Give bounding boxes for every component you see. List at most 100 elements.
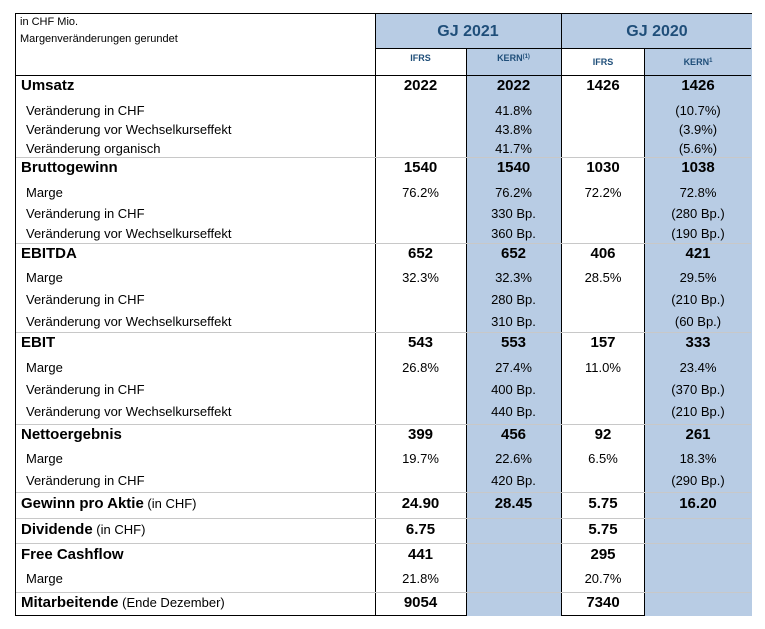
label-text: Marge (26, 360, 63, 375)
value-cell: 76.2% (402, 185, 439, 200)
label-text: Marge (26, 270, 63, 285)
sub-metric-label: Veränderung vor Wechselkurseffekt (26, 227, 231, 240)
value-cell: 6.75 (405, 521, 436, 538)
label-text: Gewinn pro Aktie (21, 495, 144, 512)
metric-label: Nettoergebnis (21, 427, 122, 442)
value-cell: 18.3% (679, 451, 717, 466)
value-cell: 9054 (403, 594, 438, 611)
value-cell: 76.2% (495, 185, 532, 200)
value-cell: (290 Bp.) (671, 473, 725, 488)
divider (375, 14, 376, 616)
margin-note: Margenveränderungen gerundet (20, 33, 178, 45)
value-cell: 41.7% (495, 141, 532, 156)
value-cell: 543 (407, 334, 434, 351)
label-text: Free Cashflow (21, 546, 124, 563)
metric-label: EBIT (21, 335, 55, 350)
value-cell: 421 (685, 245, 711, 262)
value-cell: 29.5% (679, 270, 717, 285)
label-text: Veränderung vor Wechselkurseffekt (26, 122, 232, 137)
value-cell: 456 (500, 426, 527, 443)
label-text: EBITDA (21, 245, 77, 262)
value-cell: 41.8% (495, 103, 532, 118)
value-cell: 6.5% (588, 451, 618, 466)
metric-label: EBITDA (21, 246, 77, 261)
value-cell: 1426 (681, 77, 715, 94)
ifrs-2020-heading: IFRS (592, 57, 614, 67)
label-text: Umsatz (21, 77, 75, 94)
label-text: Marge (26, 185, 63, 200)
label-text: Dividende (21, 521, 93, 538)
label-text: Veränderung in CHF (26, 103, 145, 118)
value-cell: (210 Bp.) (671, 292, 725, 307)
sub-metric-label: Veränderung in CHF (26, 104, 145, 117)
value-cell: 24.90 (401, 495, 440, 512)
value-cell: 28.5% (584, 270, 622, 285)
label-text: Veränderung in CHF (26, 473, 145, 488)
label-text: Veränderung in CHF (26, 206, 145, 221)
value-cell: 333 (685, 334, 711, 351)
value-cell: 21.8% (402, 571, 439, 586)
sub-metric-label: Veränderung in CHF (26, 207, 145, 220)
value-cell: 406 (590, 245, 616, 262)
value-cell: 72.2% (584, 185, 622, 200)
label-text: Mitarbeitende (21, 594, 119, 611)
kern-2020-heading: KERN1 (644, 58, 752, 67)
value-cell: 400 Bp. (491, 382, 536, 397)
sub-metric-label: Veränderung organisch (26, 142, 160, 155)
metric-label: Dividende (in CHF) (21, 522, 145, 537)
value-cell: 1030 (586, 159, 620, 176)
value-cell: 23.4% (679, 360, 717, 375)
kern-2021-label: KERN (497, 53, 523, 63)
sub-metric-label: Veränderung in CHF (26, 383, 145, 396)
value-cell: 360 Bp. (491, 226, 536, 241)
value-cell: 27.4% (495, 360, 532, 375)
unit-note: in CHF Mio. (20, 16, 79, 28)
label-text: Veränderung in CHF (26, 292, 145, 307)
sub-metric-label: Veränderung in CHF (26, 293, 145, 306)
value-cell: 2022 (403, 77, 438, 94)
value-cell: 16.20 (679, 495, 717, 512)
year-2021-heading: GJ 2021 (437, 23, 499, 40)
value-cell: 420 Bp. (491, 473, 536, 488)
sub-metric-label: Marge (26, 452, 63, 465)
value-cell: (10.7%) (675, 103, 721, 118)
value-cell: (5.6%) (678, 141, 718, 156)
value-cell: 440 Bp. (491, 404, 536, 419)
row-divider (16, 492, 751, 493)
label-text: Marge (26, 571, 63, 586)
value-cell: 310 Bp. (491, 314, 536, 329)
kern-2020-label: KERN (683, 57, 710, 67)
value-cell: 261 (685, 426, 711, 443)
value-cell: 280 Bp. (491, 292, 536, 307)
label-text: Bruttogewinn (21, 159, 118, 176)
label-text: Veränderung organisch (26, 141, 161, 156)
footnote-marker: 1 (709, 58, 713, 64)
ifrs-2021-heading: IFRS (410, 53, 431, 63)
header-bg-2021 (375, 14, 561, 48)
value-cell: 441 (407, 546, 434, 563)
label-text: Marge (26, 451, 63, 466)
value-cell: 652 (407, 245, 434, 262)
label-text: Veränderung in CHF (26, 382, 145, 397)
value-cell: 92 (594, 426, 612, 443)
row-divider (16, 592, 751, 593)
value-cell: 1038 (681, 159, 715, 176)
value-cell: 1426 (586, 77, 620, 94)
value-cell: 295 (590, 546, 616, 563)
value-cell: 20.7% (584, 571, 622, 586)
kern-2021-heading: KERN(1) (466, 54, 561, 63)
sub-metric-label: Marge (26, 186, 63, 199)
unit-text: (in CHF) (92, 522, 146, 537)
header-bg-2020 (562, 14, 752, 48)
row-divider (16, 332, 751, 333)
divider (375, 48, 751, 49)
sub-metric-label: Veränderung vor Wechselkurseffekt (26, 123, 231, 136)
value-cell: (3.9%) (678, 122, 718, 137)
sub-metric-label: Marge (26, 361, 63, 374)
value-cell: 553 (500, 334, 527, 351)
value-cell: 1540 (496, 159, 531, 176)
value-cell: 7340 (586, 594, 620, 611)
label-text: Veränderung vor Wechselkurseffekt (26, 404, 232, 419)
value-cell: 72.8% (679, 185, 717, 200)
year-2020-heading: GJ 2020 (626, 23, 688, 40)
